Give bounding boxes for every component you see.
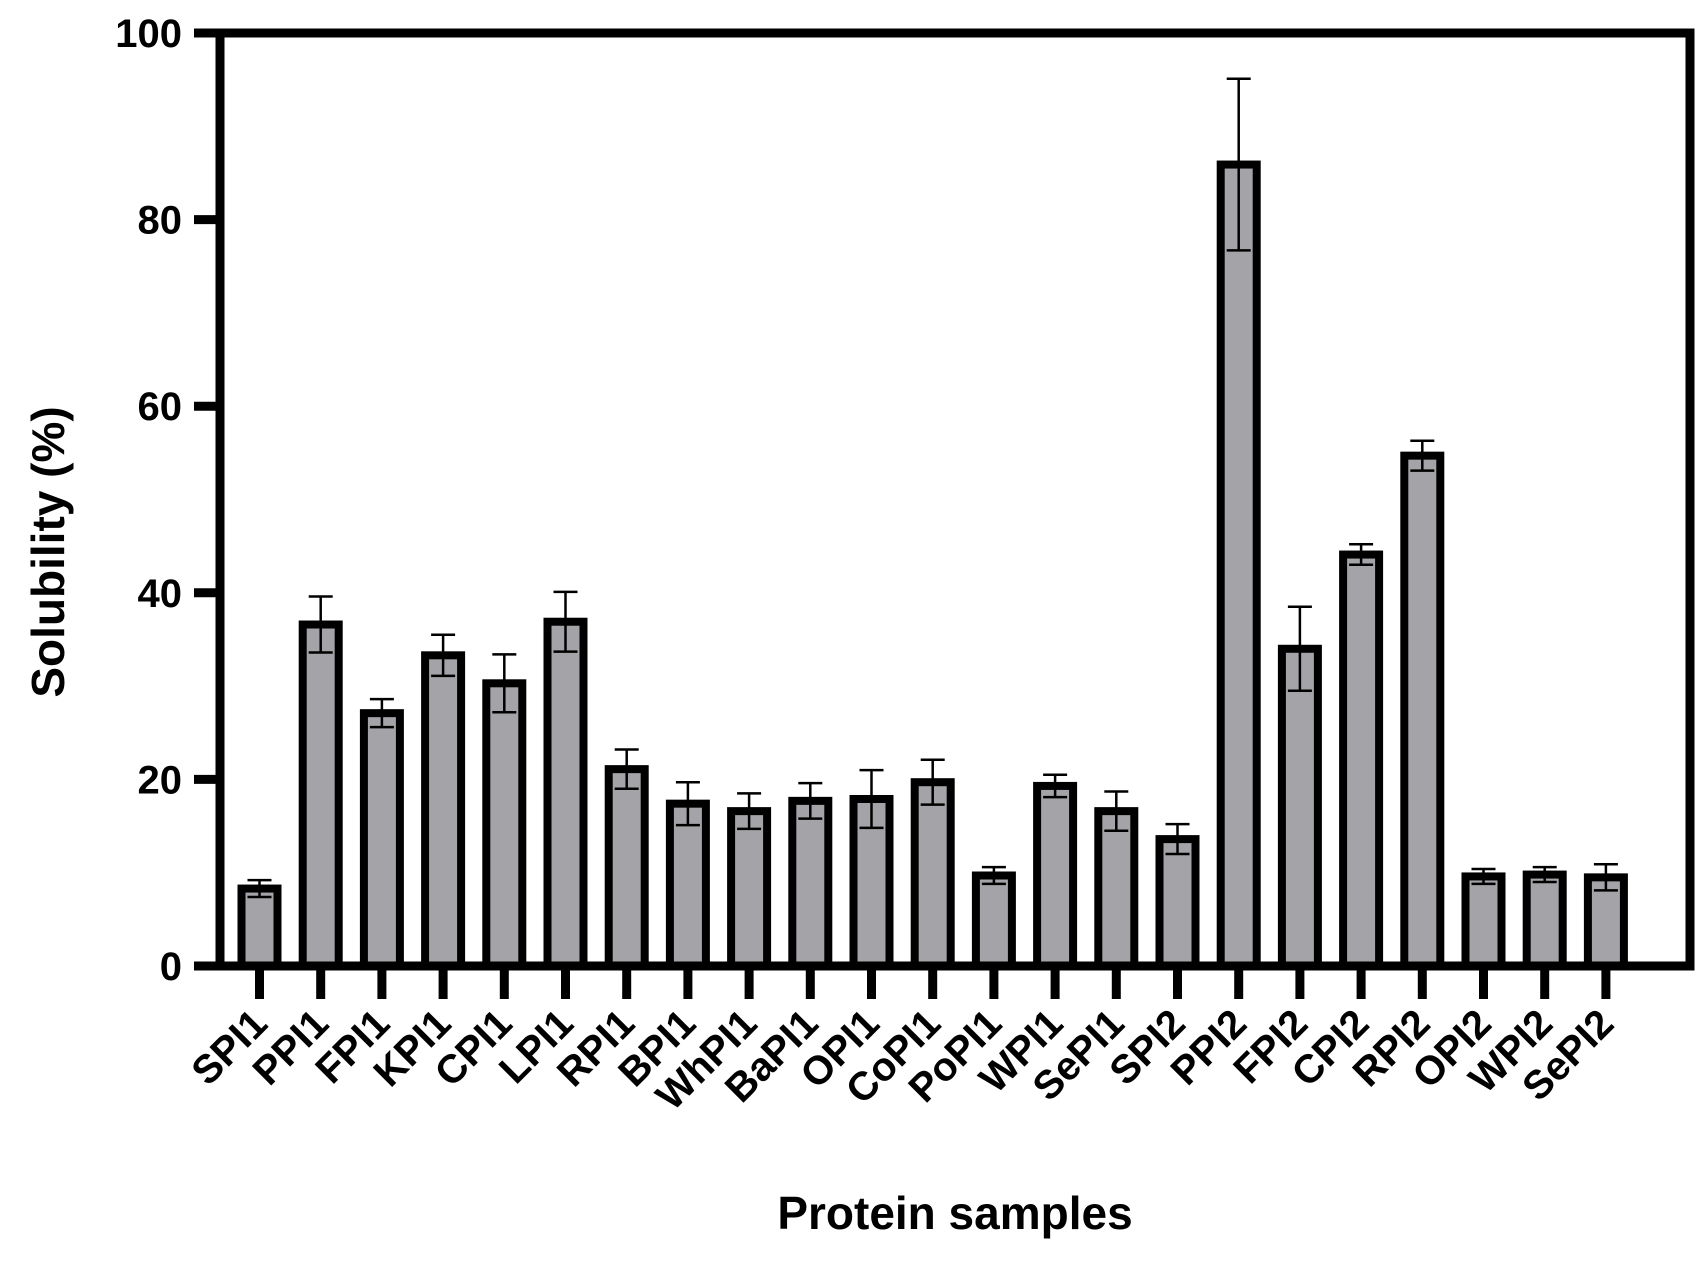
bar-BPI1 [665,799,710,971]
error-bars-layer [247,77,1618,899]
bar-PoPI1 [971,871,1016,971]
bar-CPI1 [482,679,527,971]
bar-CoPI1 [910,778,955,970]
y-tick-label: 0 [160,945,182,989]
y-tick-label: 80 [138,199,183,243]
bar-WhPI1 [727,807,772,971]
y-tick-label: 40 [138,572,183,616]
x-axis-title: Protein samples [777,1187,1132,1239]
y-tick-label: 60 [138,385,183,429]
bar-RPI2 [1400,451,1445,970]
y-tick-label: 100 [115,12,182,56]
y-axis-title: Solubility (%) [22,406,74,697]
bar-SePI1 [1094,807,1139,971]
bar-FPI1 [359,709,404,970]
bar-RPI1 [604,765,649,971]
bar-WPI2 [1522,870,1567,970]
bar-PPI2 [1216,160,1261,971]
bar-CPI2 [1339,550,1384,970]
bars-layer [237,160,1628,971]
y-axis-ticks: 0 20 40 60 80 100 [115,12,220,989]
bar-WPI1 [1033,781,1078,971]
bar-FPI2 [1277,644,1322,971]
x-axis-ticks: SPI1PPI1FPI1KPI1CPI1LPI1RPI1BPI1WhPI1BaP… [183,966,1622,1119]
bar-SPI2 [1155,835,1200,970]
plot-frame [215,28,1695,971]
y-tick-label: 20 [138,758,183,802]
bar-SPI1 [237,884,282,970]
bar-KPI1 [421,651,466,970]
bar-LPI1 [543,617,588,971]
bar-OPI2 [1461,872,1506,971]
bar-PPI1 [298,620,343,970]
bar-BaPI1 [788,796,833,971]
